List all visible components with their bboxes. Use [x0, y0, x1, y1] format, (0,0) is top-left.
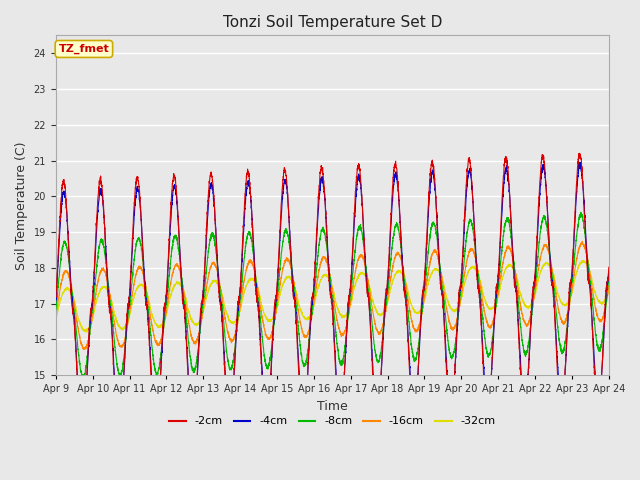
Y-axis label: Soil Temperature (C): Soil Temperature (C) [15, 141, 28, 270]
Title: Tonzi Soil Temperature Set D: Tonzi Soil Temperature Set D [223, 15, 442, 30]
Legend: -2cm, -4cm, -8cm, -16cm, -32cm: -2cm, -4cm, -8cm, -16cm, -32cm [164, 412, 500, 431]
Text: TZ_fmet: TZ_fmet [58, 44, 109, 54]
X-axis label: Time: Time [317, 400, 348, 413]
